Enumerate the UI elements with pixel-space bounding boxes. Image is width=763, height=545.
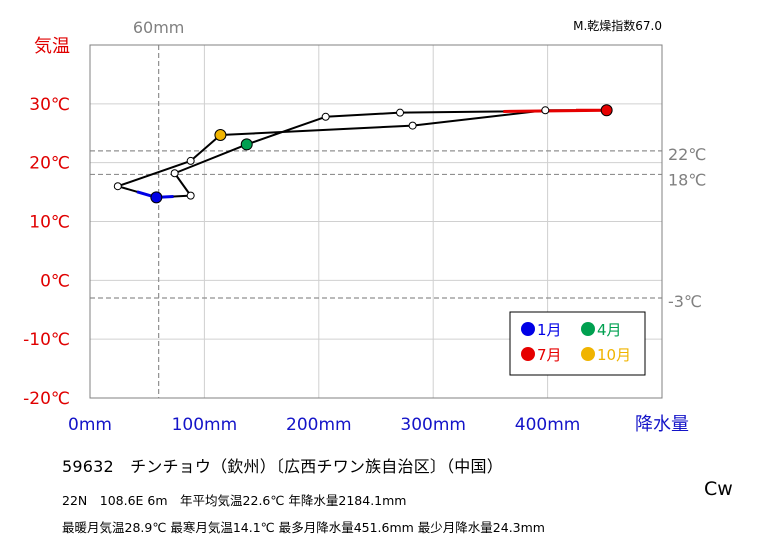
x-tick-label: 300mm	[400, 415, 466, 435]
data-point-highlight	[214, 129, 227, 142]
legend-box	[509, 311, 646, 376]
y-axis-title: 気温	[34, 36, 70, 57]
x-tick-label: 100mm	[172, 415, 238, 435]
x-axis-title: 降水量	[635, 414, 689, 435]
station-location-stats: 22N 108.6E 6m 年平均気温22.6℃ 年降水量2184.1mm	[62, 493, 407, 508]
legend-marker	[581, 322, 595, 336]
x-tick-labels: 0mm 100mm 200mm 300mm 400mm	[68, 415, 580, 435]
data-point	[541, 106, 550, 115]
legend-marker	[521, 322, 535, 336]
climograph-series	[113, 104, 613, 204]
x-tick-label: 0mm	[68, 415, 112, 435]
data-point	[170, 169, 179, 178]
ref-line-precip-label: 60mm	[133, 18, 185, 37]
y-tick-label: -20℃	[23, 389, 70, 409]
legend-label: 4月	[597, 321, 622, 339]
data-point-highlight	[600, 104, 613, 117]
legend-marker	[521, 347, 535, 361]
data-point	[321, 112, 330, 121]
y-tick-label: 30℃	[29, 95, 70, 115]
data-point	[186, 191, 195, 200]
data-point-highlight	[150, 191, 163, 204]
legend-marker	[581, 347, 595, 361]
station-extreme-stats: 最暖月気温28.9℃ 最寒月気温14.1℃ 最多月降水量451.6mm 最少月降…	[62, 520, 545, 535]
y-tick-label: 0℃	[40, 271, 70, 291]
dryness-index: M.乾燥指数67.0	[573, 18, 662, 33]
data-point	[113, 182, 122, 191]
climate-classification: Cw	[704, 478, 733, 500]
data-point	[186, 156, 195, 165]
legend-label: 1月	[537, 321, 562, 339]
reference-lines: 22℃ 18℃ -3℃ 60mm	[90, 18, 706, 398]
data-point	[396, 108, 405, 117]
y-tick-label: 10℃	[29, 213, 70, 233]
y-tick-label: 20℃	[29, 154, 70, 174]
legend-label: 7月	[537, 346, 562, 364]
y-tick-labels: -20℃ -10℃ 0℃ 10℃ 20℃ 30℃	[23, 95, 70, 409]
data-point	[408, 121, 417, 130]
ref-line-temp-label: 22℃	[668, 145, 706, 164]
plot-area	[89, 44, 663, 399]
series-line	[116, 109, 608, 199]
x-tick-label: 200mm	[286, 415, 352, 435]
x-tick-label: 400mm	[515, 415, 581, 435]
data-point-highlight	[240, 138, 253, 151]
station-title: 59632 チンチョウ（欽州）〔広西チワン族自治区〕（中国）	[62, 457, 503, 476]
y-tick-label: -10℃	[23, 330, 70, 350]
legend-label: 10月	[597, 346, 631, 364]
ref-line-temp-label: 18℃	[668, 170, 706, 189]
ref-line-temp-label: -3℃	[668, 292, 702, 311]
series-highlight-segment	[503, 108, 609, 113]
legend: 1月 4月 7月 10月	[509, 311, 646, 376]
